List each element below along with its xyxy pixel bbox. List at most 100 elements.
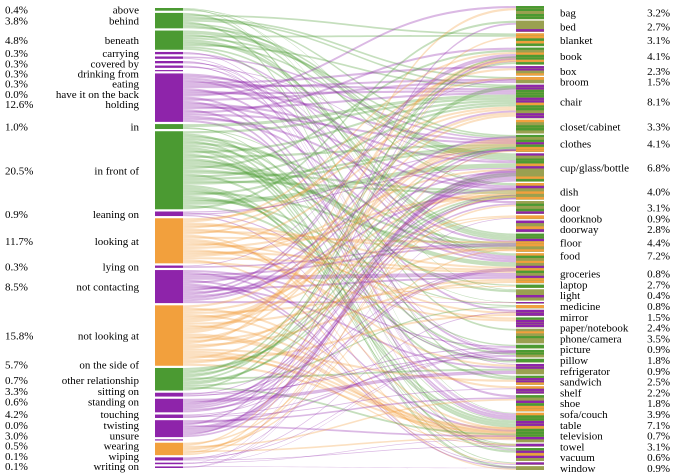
object-node-stripe xyxy=(516,108,544,111)
relation-node-in[interactable] xyxy=(155,124,183,130)
relation-node-carrying[interactable] xyxy=(155,51,183,55)
object-node-stripe xyxy=(516,278,544,281)
relation-node-in-front-of[interactable] xyxy=(155,131,183,210)
relation-label-lying-on: lying on xyxy=(103,262,140,274)
object-node-closet-cabinet[interactable] xyxy=(516,119,544,134)
object-label-laptop: laptop xyxy=(560,279,588,291)
object-node-stripe xyxy=(516,375,544,378)
flow-in-front-of-book xyxy=(183,49,516,170)
object-node-window[interactable] xyxy=(516,466,544,470)
object-node-stripe xyxy=(516,191,544,194)
object-label-doorknob: doorknob xyxy=(560,213,603,225)
object-node-paper-notebook[interactable] xyxy=(516,317,544,328)
object-node-stripe xyxy=(516,54,544,58)
flow-other-relationship-dish xyxy=(183,198,516,395)
relation-label-looking-at: looking at xyxy=(95,236,139,248)
relation-node-wearing[interactable] xyxy=(155,457,183,461)
object-node-cup-glass-bottle[interactable] xyxy=(516,153,544,182)
relation-node-standing-on[interactable] xyxy=(155,414,183,418)
flow-not-looking-at-clothes xyxy=(183,138,516,321)
flow-in-front-of-cup-glass-bottle xyxy=(183,163,516,203)
relation-node-writing-on[interactable] xyxy=(155,466,183,468)
object-node-sofa-couch[interactable] xyxy=(516,395,544,412)
object-node-blanket[interactable] xyxy=(516,33,544,47)
relation-node-sitting-on[interactable] xyxy=(155,398,183,413)
flow-writing-on-clothes xyxy=(183,150,516,468)
object-node-stripe xyxy=(516,238,544,242)
flow-on-the-side-of-cup-glass-bottle xyxy=(183,172,516,372)
relation-node-lying-on[interactable] xyxy=(155,265,183,268)
object-node-towel[interactable] xyxy=(516,448,544,461)
object-node-stripe xyxy=(516,183,544,186)
relation-node-other-relationship[interactable] xyxy=(155,392,183,397)
object-node-broom[interactable] xyxy=(516,77,544,84)
object-node-floor[interactable] xyxy=(516,233,544,252)
object-label-chair: chair xyxy=(560,97,582,109)
object-node-table[interactable] xyxy=(516,412,544,443)
object-node-bag[interactable] xyxy=(516,6,544,20)
relation-node-holding[interactable] xyxy=(155,73,183,122)
object-node-stripe xyxy=(516,173,544,177)
object-node-light[interactable] xyxy=(516,302,544,304)
flow-lying-on-floor xyxy=(183,243,516,268)
object-node-picture[interactable] xyxy=(516,344,544,349)
object-node-dish[interactable] xyxy=(516,183,544,200)
object-node-clothes[interactable] xyxy=(516,134,544,152)
object-node-mirror[interactable] xyxy=(516,309,544,317)
object-node-chair[interactable] xyxy=(516,84,544,119)
object-node-phone-camera[interactable] xyxy=(516,328,544,344)
relation-node-have-it-on-the-back[interactable] xyxy=(155,70,183,72)
object-node-door[interactable] xyxy=(516,201,544,215)
flow-not-contacting-cup-glass-bottle xyxy=(183,170,516,298)
flow-looking-at-food xyxy=(183,257,516,273)
object-node-vacuum[interactable] xyxy=(516,462,544,465)
object-node-stripe xyxy=(516,244,544,247)
relation-node-leaning-on[interactable] xyxy=(155,211,183,217)
relation-node-not-looking-at[interactable] xyxy=(155,305,183,366)
object-node-stripe xyxy=(516,215,544,219)
relation-node-beneath[interactable] xyxy=(155,30,183,50)
object-node-stripe xyxy=(516,125,544,128)
object-node-stripe xyxy=(516,130,544,134)
relation-node-touching[interactable] xyxy=(155,420,183,438)
relation-node-not-contacting[interactable] xyxy=(155,270,183,304)
relation-node-drinking-from[interactable] xyxy=(155,60,183,64)
object-node-book[interactable] xyxy=(516,47,544,65)
flow-touching-bed xyxy=(183,22,516,426)
object-percent-light: 0.4% xyxy=(647,290,670,302)
object-label-light: light xyxy=(560,290,580,302)
flow-in-front-of-pillow xyxy=(183,144,516,356)
object-node-sandwich[interactable] xyxy=(516,363,544,375)
relation-node-covered-by[interactable] xyxy=(155,56,183,59)
object-node-refrigerator[interactable] xyxy=(516,358,544,363)
relation-node-above[interactable] xyxy=(155,8,183,11)
object-node-stripe xyxy=(516,206,544,209)
flow-writing-on-window xyxy=(183,466,516,469)
relation-node-unsure[interactable] xyxy=(155,442,183,456)
object-label-door: door xyxy=(560,203,581,215)
relation-node-wiping[interactable] xyxy=(155,462,183,465)
object-node-shoe[interactable] xyxy=(516,386,544,394)
object-node-television[interactable] xyxy=(516,443,544,447)
object-node-laptop[interactable] xyxy=(516,289,544,301)
object-node-bed[interactable] xyxy=(516,20,544,32)
object-node-medicine[interactable] xyxy=(516,305,544,309)
object-node-groceries[interactable] xyxy=(516,284,544,288)
object-node-stripe xyxy=(516,275,544,278)
relation-node-eating[interactable] xyxy=(155,65,183,68)
flow-looking-at-sandwich xyxy=(183,248,516,367)
relation-node-twisting[interactable] xyxy=(155,439,183,441)
object-node-stripe xyxy=(516,105,544,108)
object-node-doorknob[interactable] xyxy=(516,215,544,220)
relation-node-on-the-side-of[interactable] xyxy=(155,367,183,391)
relation-node-behind[interactable] xyxy=(155,12,183,29)
object-node-doorway[interactable] xyxy=(516,220,544,233)
flow-not-looking-at-clothes xyxy=(183,140,516,323)
flow-in-front-of-table xyxy=(183,189,516,428)
object-node-box[interactable] xyxy=(516,66,544,76)
object-node-shelf[interactable] xyxy=(516,375,544,385)
object-node-pillow[interactable] xyxy=(516,349,544,358)
relation-node-looking-at[interactable] xyxy=(155,218,183,264)
object-node-food[interactable] xyxy=(516,253,544,284)
